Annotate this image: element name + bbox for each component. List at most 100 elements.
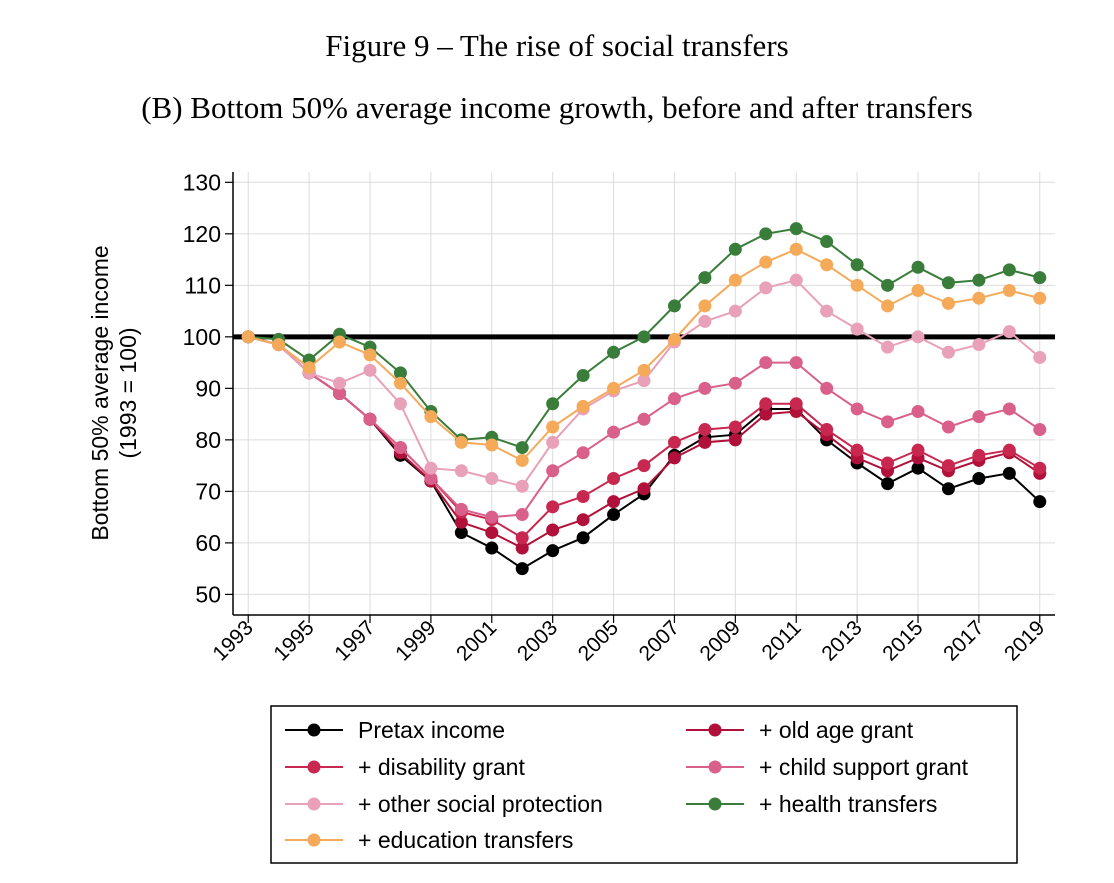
data-point [941, 482, 955, 496]
y-tick-label: 50 [195, 581, 221, 607]
gridlines [233, 172, 1055, 615]
data-point [728, 376, 742, 390]
data-point [485, 526, 499, 540]
legend-swatch-marker [307, 797, 321, 811]
data-point [454, 502, 468, 516]
data-point [698, 314, 712, 328]
y-tick-labels: 50 60 70 80 90 100 110 120 130 [183, 169, 221, 607]
data-point [941, 276, 955, 290]
data-point [972, 410, 986, 424]
x-tick-label: 1993 [208, 616, 257, 665]
data-point [1002, 263, 1016, 277]
data-point [881, 278, 895, 292]
data-point [576, 531, 590, 545]
legend-label: + education transfers [358, 827, 573, 853]
data-point [972, 291, 986, 305]
y-tick-label: 100 [183, 324, 221, 350]
data-point [1002, 283, 1016, 297]
data-point [850, 278, 864, 292]
x-tick-label: 1995 [269, 616, 318, 665]
data-point [576, 368, 590, 382]
data-point [454, 464, 468, 478]
legend-label: + old age grant [759, 717, 914, 743]
legend-swatch-marker [708, 723, 722, 737]
data-point [454, 526, 468, 540]
data-point [637, 459, 651, 473]
data-point [698, 435, 712, 449]
data-point [698, 423, 712, 437]
data-point [911, 461, 925, 475]
data-point [424, 471, 438, 485]
x-tick-label: 2001 [452, 616, 501, 665]
legend-swatch-marker [307, 723, 321, 737]
x-tick-label: 2009 [696, 616, 745, 665]
x-tick-label: 2015 [878, 616, 927, 665]
data-point [1033, 495, 1047, 509]
data-point [881, 415, 895, 429]
data-point [820, 258, 834, 272]
figure-subtitle: (B) Bottom 50% average income growth, be… [141, 90, 973, 125]
axes [225, 172, 1055, 623]
y-tick-label: 80 [195, 427, 221, 453]
data-point [698, 299, 712, 313]
data-point [1033, 271, 1047, 285]
legend-swatch-marker [708, 760, 722, 774]
data-point [607, 381, 621, 395]
x-tick-label: 2011 [758, 616, 806, 664]
data-point [637, 482, 651, 496]
data-point [911, 330, 925, 344]
data-point [759, 227, 773, 241]
data-point [333, 387, 347, 400]
data-point [881, 456, 895, 470]
data-point [728, 420, 742, 434]
data-point [667, 451, 681, 465]
series-group [241, 222, 1047, 576]
data-point [759, 407, 773, 421]
x-tick-label: 2017 [939, 616, 988, 665]
data-point [333, 335, 347, 349]
data-point [1002, 466, 1016, 480]
data-point [1002, 402, 1016, 416]
legend-label: + health transfers [759, 791, 937, 817]
data-point [911, 443, 925, 457]
data-point [789, 242, 803, 256]
data-point [850, 402, 864, 416]
data-point [820, 235, 834, 249]
data-point [728, 433, 742, 447]
x-tick-label: 1999 [391, 616, 440, 665]
legend-label: + other social protection [358, 791, 603, 817]
figure-title: Figure 9 – The rise of social transfers [325, 28, 789, 63]
data-point [728, 273, 742, 287]
data-point [941, 420, 955, 434]
data-point [759, 255, 773, 269]
data-point [698, 381, 712, 395]
legend-swatch-marker [307, 760, 321, 774]
x-tick-label: 2003 [513, 616, 562, 665]
data-point [424, 461, 438, 475]
data-point [850, 322, 864, 336]
series-2 [241, 330, 1047, 545]
data-point [881, 477, 895, 491]
y-tick-label: 120 [183, 221, 221, 247]
data-point [820, 423, 834, 437]
data-point [789, 356, 803, 370]
data-point [485, 541, 499, 555]
data-point [820, 304, 834, 318]
data-point [728, 304, 742, 318]
data-point [576, 446, 590, 460]
x-tick-label: 2013 [817, 616, 866, 665]
data-point [333, 376, 347, 390]
data-point [515, 441, 529, 455]
legend-label: + child support grant [759, 754, 969, 780]
data-point [515, 508, 529, 522]
data-point [728, 242, 742, 256]
data-point [759, 397, 773, 411]
data-point [820, 381, 834, 395]
y-tick-label: 70 [195, 478, 221, 504]
legend-box [270, 705, 1018, 864]
data-point [972, 471, 986, 485]
x-tick-label: 2005 [574, 616, 623, 665]
data-point [941, 345, 955, 359]
data-point [546, 500, 560, 514]
data-point [363, 363, 377, 377]
